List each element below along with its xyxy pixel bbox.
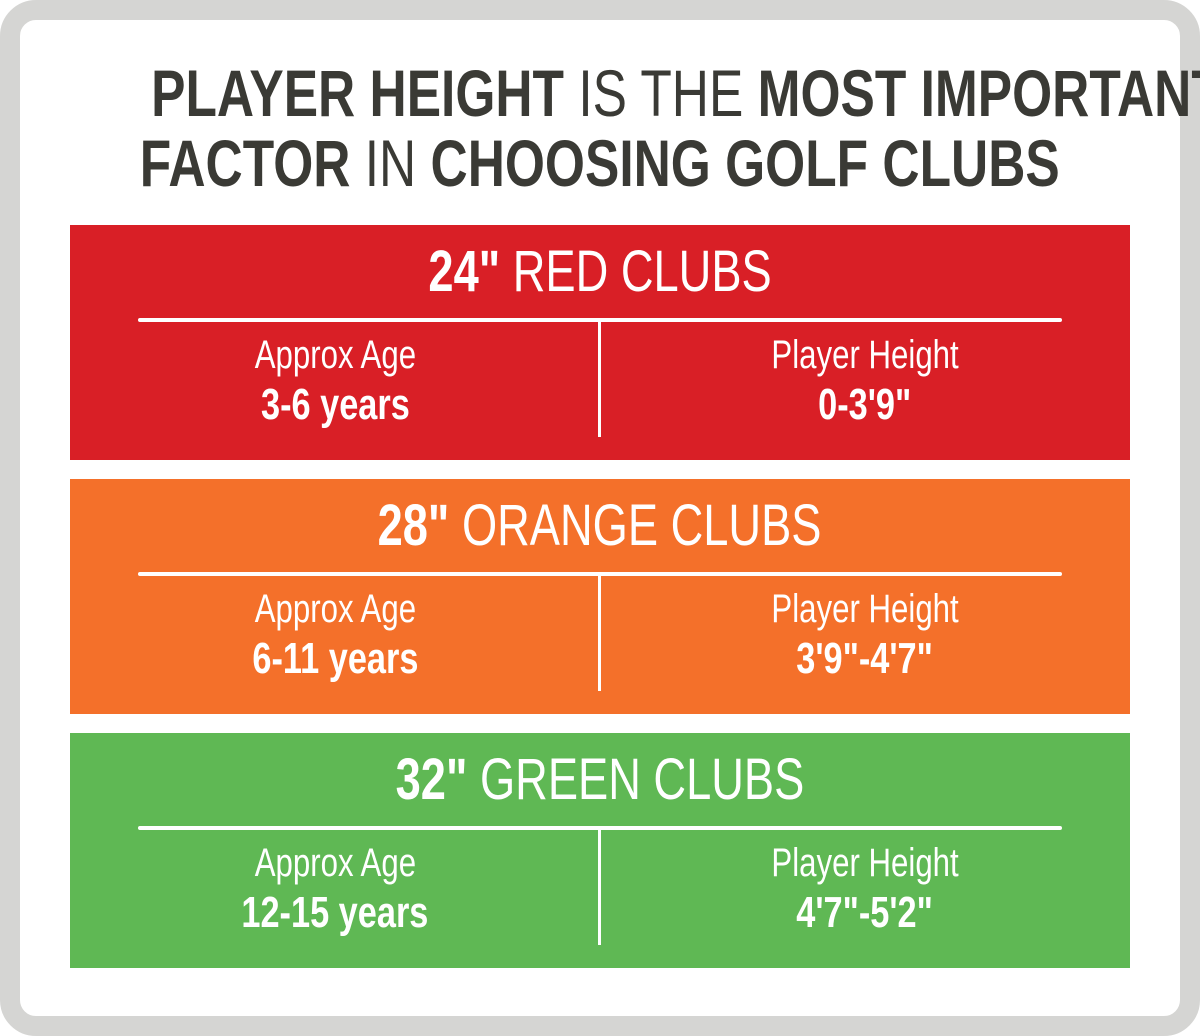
divider-vertical — [598, 828, 601, 945]
age-label: Approx Age — [254, 587, 416, 631]
title-bold: FACTOR — [139, 126, 351, 200]
height-label: Player Height — [771, 841, 959, 885]
club-size: 28" — [378, 493, 450, 558]
title-light: IN — [364, 126, 417, 200]
club-card-red: 24" RED CLUBS Approx Age 3-6 years Playe… — [70, 225, 1130, 460]
age-value: 3-6 years — [260, 380, 410, 429]
age-column: Approx Age 6-11 years — [70, 585, 600, 685]
height-label: Player Height — [771, 587, 959, 631]
club-name: RED CLUBS — [512, 239, 772, 304]
club-card-green: 32" GREEN CLUBS Approx Age 12-15 years P… — [70, 733, 1130, 968]
height-value: 3'9"-4'7" — [796, 634, 934, 683]
height-label: Player Height — [771, 333, 959, 377]
title-line-2: FACTOR IN CHOOSING GOLF CLUBS — [0, 128, 1200, 198]
age-value: 12-15 years — [241, 888, 429, 937]
age-column: Approx Age 12-15 years — [70, 839, 600, 939]
club-name: ORANGE CLUBS — [462, 493, 822, 558]
height-value: 4'7"-5'2" — [796, 888, 934, 937]
divider-vertical — [598, 320, 601, 437]
club-size: 32" — [395, 747, 468, 812]
title-light: IS THE — [578, 56, 744, 130]
height-value: 0-3'9" — [818, 380, 912, 429]
title-bold: CHOOSING GOLF CLUBS — [430, 126, 1060, 200]
age-column: Approx Age 3-6 years — [70, 331, 600, 431]
height-column: Player Height 0-3'9" — [600, 331, 1130, 431]
height-column: Player Height 4'7"-5'2" — [600, 839, 1130, 939]
age-label: Approx Age — [254, 841, 416, 885]
club-size: 24" — [428, 239, 501, 304]
divider-vertical — [598, 574, 601, 691]
height-column: Player Height 3'9"-4'7" — [600, 585, 1130, 685]
title-bold: MOST IMPORTANT — [757, 56, 1200, 130]
club-heading: 28" ORANGE CLUBS — [70, 493, 1130, 559]
age-label: Approx Age — [254, 333, 416, 377]
title-bold: PLAYER HEIGHT — [151, 56, 565, 130]
age-value: 6-11 years — [251, 634, 419, 683]
club-heading: 32" GREEN CLUBS — [70, 747, 1130, 813]
club-card-orange: 28" ORANGE CLUBS Approx Age 6-11 years P… — [70, 479, 1130, 714]
club-heading: 24" RED CLUBS — [70, 239, 1130, 305]
title-line-1: PLAYER HEIGHT IS THE MOST IMPORTANT — [0, 58, 1200, 128]
club-name: GREEN CLUBS — [480, 747, 805, 812]
